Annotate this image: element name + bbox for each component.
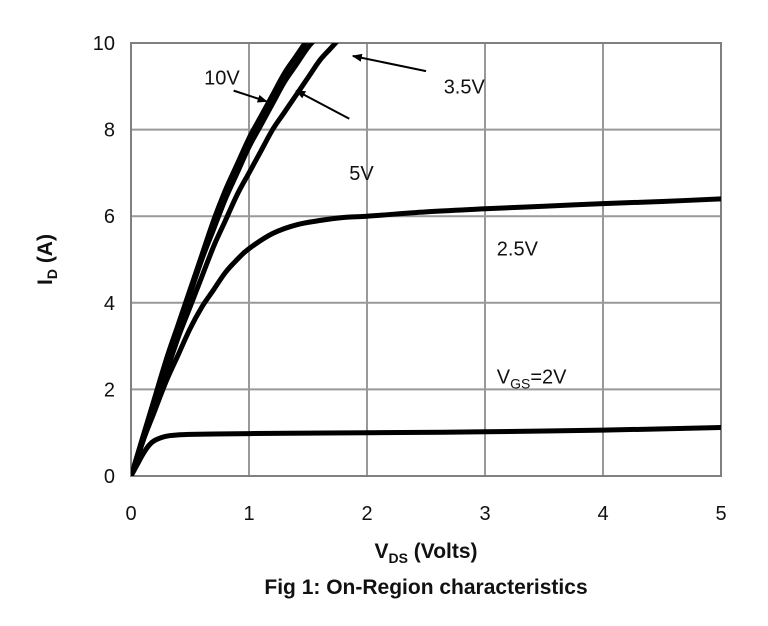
curve-label: 5V <box>349 163 374 185</box>
series-line-vgs-2v <box>131 425 721 476</box>
x-axis-title-sub: DS <box>388 550 407 566</box>
y-tick-label: 8 <box>104 120 115 142</box>
series-line-2-5v <box>131 196 721 476</box>
x-tick-labels: 0 1 2 3 4 5 <box>125 503 726 525</box>
curve-label: 3.5V <box>444 76 486 98</box>
y-tick-label: 4 <box>104 293 115 315</box>
gridlines <box>131 43 721 476</box>
x-tick-label: 4 <box>597 503 608 525</box>
curve-label-rest: =2V <box>530 366 567 388</box>
curve-label: 2.5V <box>497 239 539 261</box>
x-tick-label: 2 <box>361 503 372 525</box>
curve-label: VGS=2V <box>497 366 567 391</box>
annotation-arrow <box>233 89 268 103</box>
y-axis-title-sub: D <box>44 269 60 279</box>
x-tick-label: 1 <box>243 503 254 525</box>
curve-annotations: 10V 3.5V 5V 2.5V VGS=2V <box>204 53 567 391</box>
y-axis-title-main: I <box>34 279 57 285</box>
curve-label-main: V <box>497 366 511 388</box>
figure-caption: Fig 1: On-Region characteristics <box>264 576 587 599</box>
plot-frame <box>130 42 722 477</box>
series-line-3-5v <box>131 43 339 476</box>
x-tick-label: 0 <box>125 503 136 525</box>
series-lines <box>131 43 721 476</box>
curve-label-sub: GS <box>510 375 530 391</box>
annotation-arrow <box>351 53 427 73</box>
x-axis-title: VDS (Volts) <box>374 540 477 566</box>
y-axis-title: ID (A) <box>34 234 60 285</box>
y-tick-labels: 0 2 4 6 8 10 <box>93 33 115 488</box>
y-tick-label: 2 <box>104 379 115 401</box>
x-axis-title-main: V <box>374 540 388 563</box>
y-tick-label: 0 <box>104 466 115 488</box>
series-line-10v <box>131 43 309 476</box>
y-axis-title-rest: (A) <box>34 234 57 269</box>
curve-label: 10V <box>204 68 240 90</box>
annotation-arrow <box>295 89 350 120</box>
y-tick-label: 10 <box>93 33 115 55</box>
x-axis-title-rest: (Volts) <box>408 540 478 563</box>
y-tick-label: 6 <box>104 206 115 228</box>
x-tick-label: 3 <box>479 503 490 525</box>
x-tick-label: 5 <box>715 503 726 525</box>
